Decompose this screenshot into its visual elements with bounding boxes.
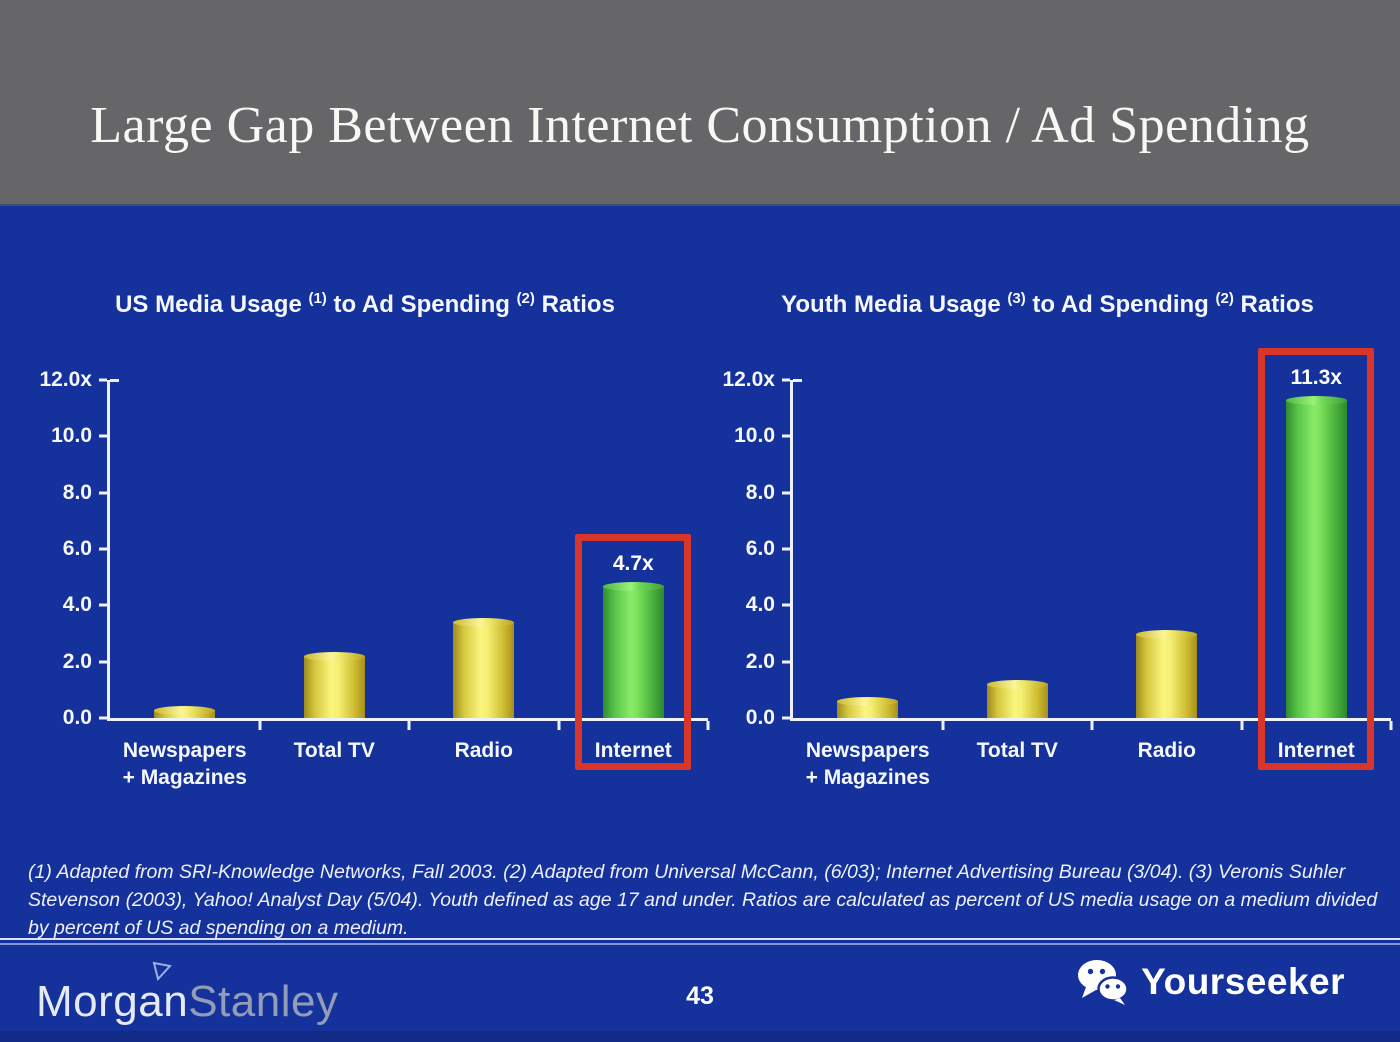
x-axis-tick <box>258 721 261 730</box>
chart-plot-youth: 12.0x 10.0 8.0 6.0 4.0 2.0 0.0 Newspapers + Maga… <box>722 347 1393 789</box>
y-axis-label: 6.0 <box>745 537 775 560</box>
bar-newspapers-magazines <box>837 697 899 718</box>
x-axis-label-radio: Radio <box>454 739 513 762</box>
y-axis-label: 10.0 <box>734 424 775 448</box>
y-axis-tick <box>99 434 107 438</box>
page-title: Large Gap Between Internet Consumption /… <box>90 97 1310 154</box>
highlight-box <box>1258 347 1375 770</box>
logo-triangle-icon <box>152 961 172 981</box>
y-axis-label: 0.0 <box>745 706 775 729</box>
x-axis-tick <box>407 721 411 730</box>
y-axis-tick <box>782 434 790 438</box>
watermark: Yourseeker <box>1077 959 1345 1005</box>
y-axis-label: 12.0x <box>39 368 92 391</box>
bar-newspapers-magazines <box>154 705 216 718</box>
y-axis-label: 8.0 <box>62 480 92 504</box>
brand-stanley: Stanley <box>188 977 339 1026</box>
x-axis-label-internet: Internet <box>594 739 672 762</box>
footnote-ref: (2) <box>516 290 535 307</box>
footnote-ref: (1) <box>308 290 327 307</box>
y-axis-tick <box>99 491 107 495</box>
x-axis-tick <box>941 721 944 730</box>
y-axis-label: 0.0 <box>62 706 92 729</box>
watermark-label: Yourseeker <box>1141 961 1345 1002</box>
x-axis-tick <box>1389 721 1393 730</box>
y-axis-label: 12.0x <box>722 368 775 391</box>
highlight-box <box>575 533 692 770</box>
y-axis-tick <box>99 660 107 664</box>
y-axis-tick <box>782 547 790 551</box>
y-axis-label: 2.0 <box>745 649 775 673</box>
separator-line <box>0 938 1400 945</box>
page-number: 43 <box>686 982 714 1010</box>
bar-internet <box>1285 395 1347 718</box>
x-axis-label-newspapers-magazines: Newspapers + Magazines <box>805 739 930 789</box>
y-axis-label: 10.0 <box>51 424 92 448</box>
y-axis-tick <box>782 378 790 382</box>
x-axis-tick <box>706 721 710 730</box>
y-axis-label: 2.0 <box>62 649 92 673</box>
x-axis-label-total-tv: Total TV <box>976 739 1058 762</box>
bar-total-tv <box>986 680 1048 718</box>
y-axis-tick <box>782 491 790 495</box>
y-axis-label: 8.0 <box>745 480 775 504</box>
slide-footer: MorganStanley 43 Yourseeker <box>0 945 1400 1042</box>
y-axis-tick <box>99 378 107 382</box>
x-axis-tick <box>1240 721 1243 730</box>
brand-morgan: Morgan <box>36 977 189 1026</box>
bar-radio <box>1136 629 1198 718</box>
footnote-ref: (3) <box>1007 290 1026 307</box>
y-axis-tick <box>99 603 107 607</box>
morgan-stanley-logo: MorganStanley <box>36 961 339 1027</box>
bar-radio <box>453 618 515 718</box>
chart-title-us: US Media Usage (1) to Ad Spending (2) Ra… <box>115 290 615 318</box>
youth-media-usage-chart: Youth Media Usage (3) to Ad Spending (2)… <box>700 288 1400 798</box>
y-axis-tick <box>782 660 790 664</box>
y-axis-tick <box>99 716 107 720</box>
footnote-ref: (2) <box>1215 290 1234 307</box>
bottom-strip <box>0 1031 1400 1042</box>
bar-value-label: 11.3x <box>1290 365 1342 389</box>
y-axis-label: 6.0 <box>62 537 92 560</box>
x-axis-label-newspapers-magazines: Newspapers + Magazines <box>122 739 247 789</box>
bar-value-label: 4.7x <box>612 551 654 575</box>
bar-total-tv <box>303 652 365 718</box>
x-axis-label-total-tv: Total TV <box>293 739 375 762</box>
slide-header: Large Gap Between Internet Consumption /… <box>0 0 1400 206</box>
chart-plot-us: 12.0x 10.0 8.0 6.0 4.0 2.0 0.0 Newspapers + Maga… <box>39 368 710 789</box>
x-axis-label-radio: Radio <box>1137 739 1196 762</box>
bar-internet <box>602 581 664 718</box>
footnote: (1) Adapted from SRI-Knowledge Networks,… <box>28 861 1378 939</box>
wechat-icon <box>1078 960 1129 1005</box>
y-axis-label: 4.0 <box>745 593 775 617</box>
x-axis-tick <box>557 721 560 730</box>
x-axis-label-internet: Internet <box>1277 739 1355 762</box>
y-axis-tick <box>782 603 790 607</box>
x-axis-tick <box>1090 721 1094 730</box>
us-media-usage-chart: US Media Usage (1) to Ad Spending (2) Ra… <box>0 288 710 798</box>
y-axis-tick <box>782 716 790 720</box>
y-axis-label: 4.0 <box>62 593 92 617</box>
y-axis-tick <box>99 547 107 551</box>
chart-title-youth: Youth Media Usage (3) to Ad Spending (2)… <box>781 290 1314 318</box>
